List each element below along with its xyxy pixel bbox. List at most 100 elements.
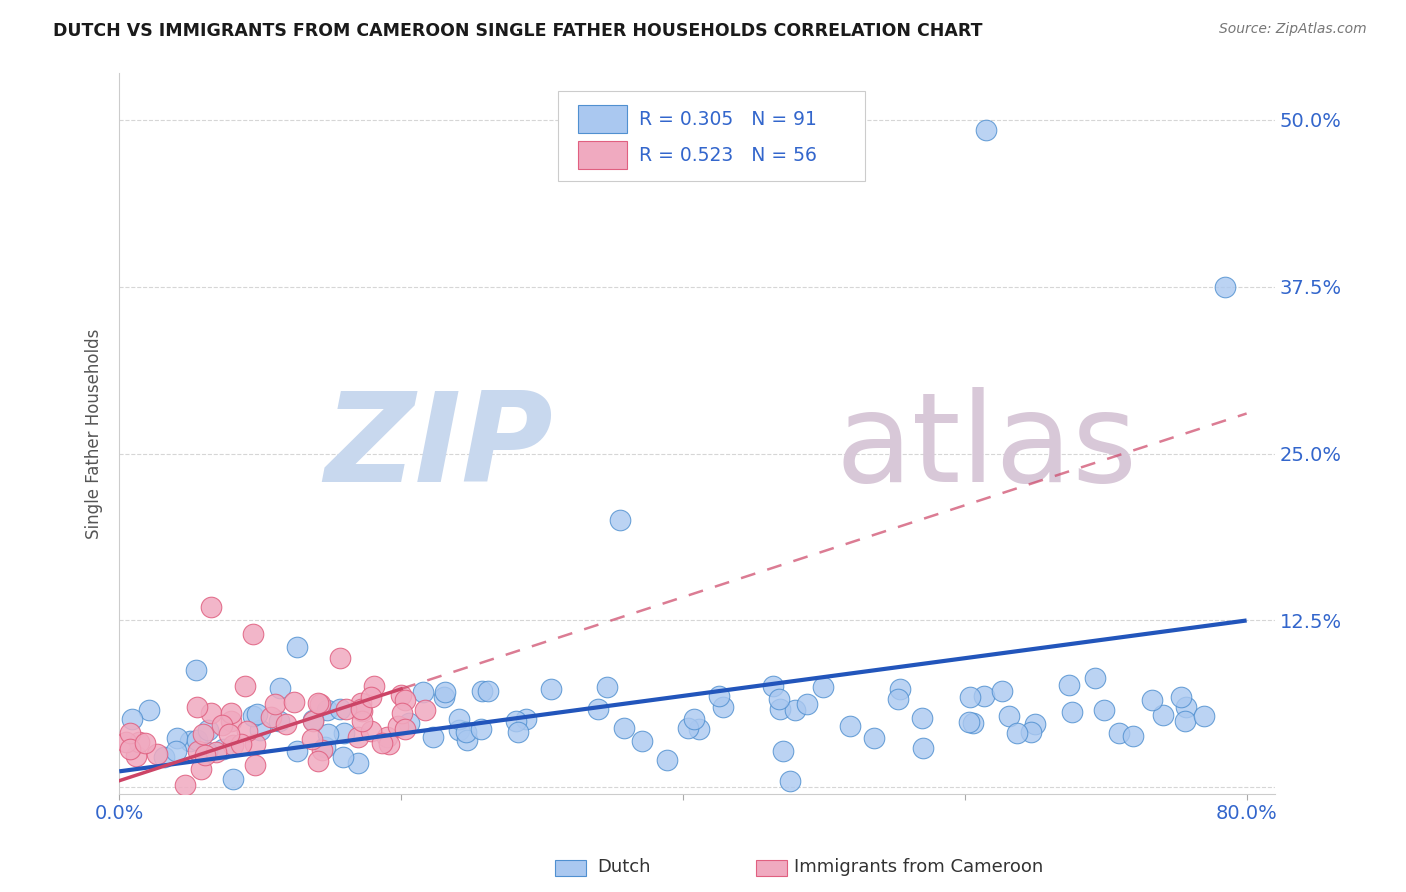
Point xyxy=(783,703,806,717)
Point xyxy=(350,714,373,729)
Point xyxy=(125,749,148,764)
Point xyxy=(260,710,283,724)
Text: DUTCH VS IMMIGRANTS FROM CAMEROON SINGLE FATHER HOUSEHOLDS CORRELATION CHART: DUTCH VS IMMIGRANTS FROM CAMEROON SINGLE… xyxy=(53,22,983,40)
Point xyxy=(609,513,631,527)
Point xyxy=(811,681,834,695)
Point xyxy=(391,706,413,720)
Point xyxy=(375,730,398,744)
Point xyxy=(329,651,352,665)
Y-axis label: Single Father Households: Single Father Households xyxy=(86,328,103,539)
Point xyxy=(1174,714,1197,729)
Point xyxy=(350,696,373,710)
Point xyxy=(515,712,537,726)
Point xyxy=(1142,693,1164,707)
Point xyxy=(447,723,470,737)
Point xyxy=(422,730,444,744)
Point xyxy=(387,719,409,733)
Point xyxy=(285,640,308,655)
Point xyxy=(688,722,710,736)
Point xyxy=(195,745,218,759)
Point xyxy=(138,703,160,717)
Point xyxy=(596,680,619,694)
Point xyxy=(1174,700,1197,714)
Point xyxy=(153,750,176,764)
Point xyxy=(772,744,794,758)
Point xyxy=(231,737,253,751)
Point xyxy=(631,734,654,748)
Point xyxy=(269,681,291,695)
Point xyxy=(347,756,370,770)
Point xyxy=(173,778,195,792)
Point xyxy=(309,697,332,711)
Point xyxy=(1092,702,1115,716)
Point xyxy=(586,702,609,716)
Point xyxy=(912,741,935,756)
Point xyxy=(274,717,297,731)
Point xyxy=(200,706,222,720)
Point xyxy=(360,690,382,704)
Point xyxy=(118,726,141,740)
Point xyxy=(335,702,357,716)
Point xyxy=(212,741,235,756)
Text: ZIP: ZIP xyxy=(323,387,553,508)
Point xyxy=(332,749,354,764)
Point xyxy=(1057,678,1080,692)
Point xyxy=(1152,708,1174,723)
Point xyxy=(1084,671,1107,685)
Point xyxy=(165,743,187,757)
Point xyxy=(862,731,884,745)
Point xyxy=(307,696,329,710)
Point xyxy=(219,714,242,728)
Point xyxy=(184,663,207,677)
Point xyxy=(762,680,785,694)
Point xyxy=(121,712,143,726)
Point xyxy=(676,721,699,735)
Point xyxy=(796,697,818,711)
Point xyxy=(219,706,242,720)
Point xyxy=(205,745,228,759)
Point xyxy=(218,727,240,741)
Point xyxy=(1005,726,1028,740)
Point xyxy=(683,712,706,726)
Point xyxy=(315,703,337,717)
Point xyxy=(540,681,562,696)
Point xyxy=(115,735,138,749)
Text: Dutch: Dutch xyxy=(598,858,651,876)
Point xyxy=(194,748,217,763)
Point xyxy=(267,714,290,729)
Point xyxy=(333,726,356,740)
Point xyxy=(134,736,156,750)
Point xyxy=(314,739,336,754)
Point xyxy=(301,713,323,727)
Point xyxy=(377,737,399,751)
Point xyxy=(973,689,995,703)
Point xyxy=(779,773,801,788)
Point xyxy=(283,695,305,709)
Text: Immigrants from Cameroon: Immigrants from Cameroon xyxy=(794,858,1043,876)
Point xyxy=(471,683,494,698)
Point xyxy=(235,723,257,738)
Point xyxy=(371,736,394,750)
Point xyxy=(655,753,678,767)
Point xyxy=(962,715,984,730)
Point xyxy=(1108,726,1130,740)
Point xyxy=(394,693,416,707)
Point xyxy=(889,682,911,697)
Point xyxy=(505,714,527,729)
Point xyxy=(398,716,420,731)
Point xyxy=(197,723,219,738)
FancyBboxPatch shape xyxy=(578,105,627,133)
Point xyxy=(187,744,209,758)
Point xyxy=(412,685,434,699)
Point xyxy=(434,685,457,699)
Point xyxy=(957,714,980,729)
Point xyxy=(413,703,436,717)
Point xyxy=(1170,690,1192,704)
Point xyxy=(329,702,352,716)
Point xyxy=(838,719,860,733)
Point xyxy=(186,700,208,714)
Text: R = 0.305   N = 91: R = 0.305 N = 91 xyxy=(640,111,817,129)
Point xyxy=(350,704,373,718)
Point xyxy=(1215,279,1237,293)
Point xyxy=(707,690,730,704)
